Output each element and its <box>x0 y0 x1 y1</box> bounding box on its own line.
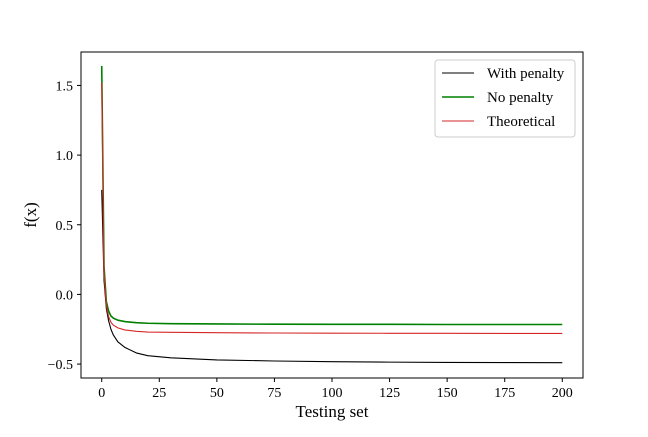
y-tick-label: 1.0 <box>56 149 74 164</box>
x-tick-label: 0 <box>98 386 105 401</box>
y-tick-label: 0.5 <box>56 219 74 234</box>
legend: With penalty No penalty Theoretical <box>434 59 576 138</box>
y-tick-label: 1.5 <box>56 79 74 94</box>
x-tick-label: 125 <box>379 386 400 401</box>
x-axis-label: Testing set <box>296 402 369 421</box>
series-line-with-penalty <box>101 189 563 364</box>
x-tick-label: 150 <box>437 386 458 401</box>
x-tick-label: 200 <box>552 386 573 401</box>
x-tick-label: 100 <box>322 386 343 401</box>
y-tick-label: 0.0 <box>56 288 74 303</box>
y-tick-label: −0.5 <box>48 358 73 373</box>
x-axis-ticks: 0 25 50 75 100 125 150 175 200 <box>98 378 573 401</box>
x-tick-label: 75 <box>267 386 281 401</box>
legend-label-with-penalty: With penalty <box>487 66 565 82</box>
x-tick-label: 175 <box>494 386 515 401</box>
series-layer <box>100 65 563 364</box>
y-axis-ticks: −0.5 0.0 0.5 1.0 1.5 <box>48 79 81 373</box>
series-line-theoretical <box>101 82 563 334</box>
y-axis-label: f(x) <box>21 202 40 227</box>
legend-label-theoretical: Theoretical <box>487 114 555 130</box>
series-line-no-penalty <box>100 65 563 326</box>
legend-box <box>434 59 576 138</box>
legend-label-no-penalty: No penalty <box>487 90 554 106</box>
x-tick-label: 50 <box>210 386 224 401</box>
x-tick-label: 25 <box>152 386 166 401</box>
